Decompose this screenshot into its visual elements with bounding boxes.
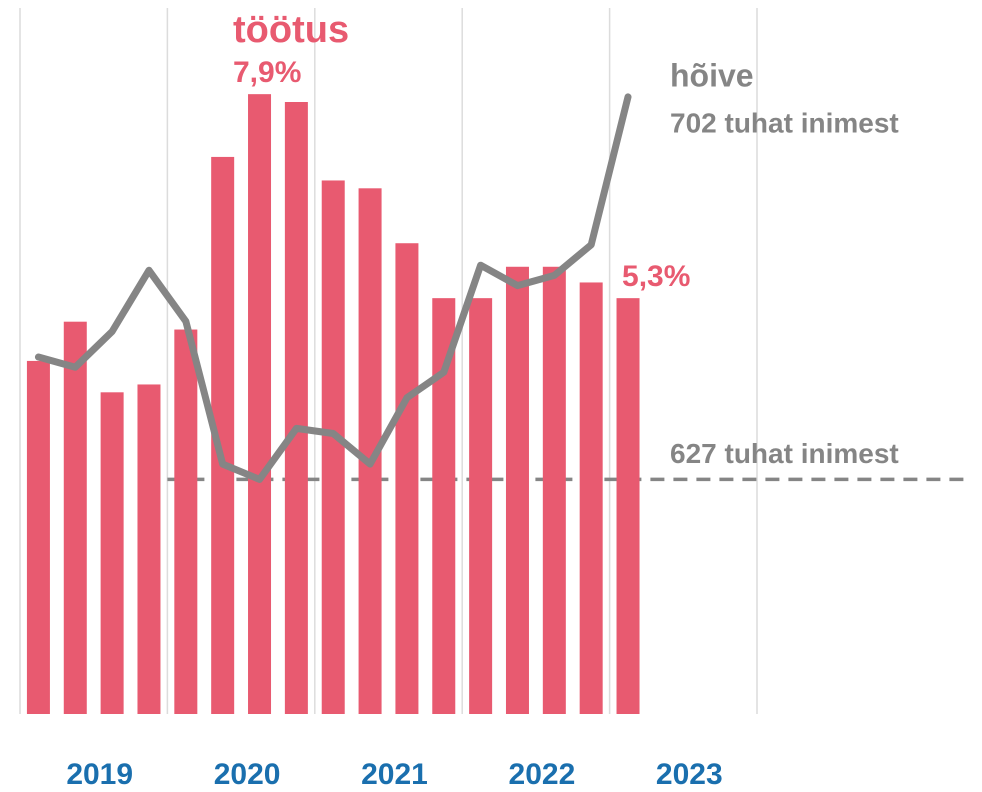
x-group-label: 2020 [214, 758, 281, 791]
bar [137, 384, 161, 714]
bar [432, 298, 456, 714]
bar [395, 243, 419, 714]
x-group-label: 2019 [66, 758, 133, 791]
value-label: 702 tuhat inimest [670, 107, 899, 138]
bar [63, 321, 87, 714]
bar [505, 266, 529, 714]
value-label: 7,9% [233, 56, 301, 89]
bar [174, 329, 198, 714]
bar [248, 94, 272, 714]
x-group-label: 2021 [361, 758, 428, 791]
series-name: töötus [233, 9, 349, 51]
reference-label: 627 tuhat inimest [670, 438, 899, 469]
bar [100, 392, 124, 714]
bar [284, 102, 308, 714]
value-label: 5,3% [622, 260, 690, 293]
x-group-label: 2023 [656, 758, 723, 791]
bar [26, 360, 50, 714]
bar [358, 188, 382, 715]
series-name: hõive [670, 57, 754, 93]
bar [616, 298, 640, 714]
bar [321, 180, 345, 714]
bar [211, 156, 235, 714]
x-group-label: 2022 [509, 758, 576, 791]
bar [469, 298, 493, 714]
line [34, 93, 632, 483]
bar [579, 282, 603, 714]
bar [542, 266, 566, 714]
